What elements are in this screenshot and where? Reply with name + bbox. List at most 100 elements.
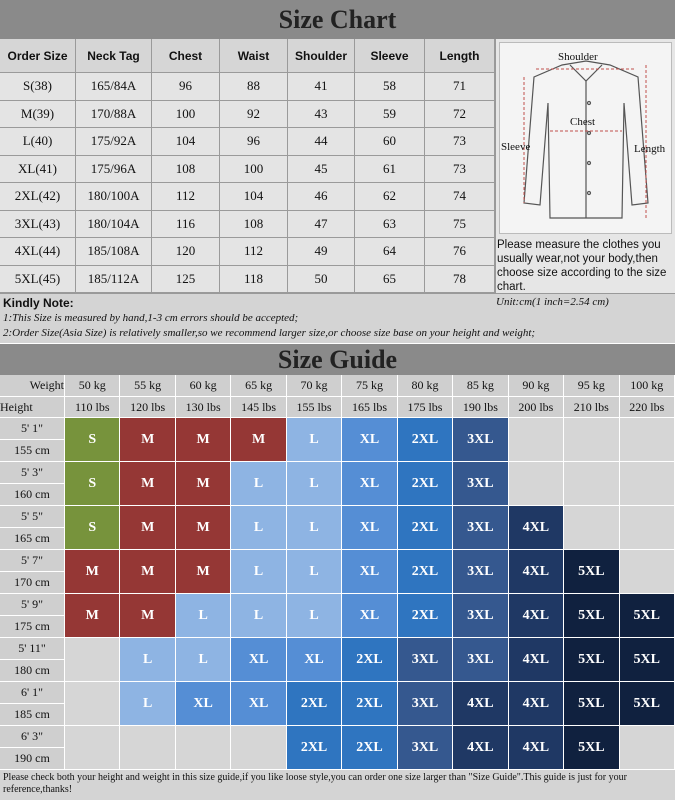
table-cell: 71 [425,73,495,101]
height-ft: 5' 1" [0,418,65,440]
footer-note: Please check both your height and weight… [0,770,675,800]
size-cell: L [286,418,343,462]
size-cell: L [286,550,343,594]
table-cell: 116 [152,210,220,238]
size-cell [231,726,287,770]
size-cell: XL [342,506,398,550]
weight-lbs: 130 lbs [175,397,232,418]
size-cell: M [175,550,232,594]
weight-kg: 80 kg [397,375,454,397]
size-cell: 5XL [564,594,620,638]
weight-lbs: 120 lbs [120,397,176,418]
weight-lbs: 210 lbs [564,397,620,418]
size-cell: 4XL [508,726,565,770]
size-cell: 3XL [453,638,509,682]
table-cell: 185/108A [76,238,152,266]
table-cell: 92 [220,100,288,128]
size-cell: L [231,594,287,638]
size-cell [619,418,675,462]
chest-label: Chest [570,116,596,128]
kindly-note-line: 1:This Size is measured by hand,1-3 cm e… [3,312,299,324]
size-cell: L [120,682,176,726]
height-cm: 155 cm [0,440,65,462]
size-cell: XL [231,682,287,726]
table-cell: 96 [152,73,220,101]
table-cell: 100 [220,155,288,183]
weight-kg: 75 kg [342,375,398,397]
weight-lbs: 220 lbs [619,397,675,418]
size-cell: 5XL [619,594,675,638]
size-cell: M [175,462,232,506]
table-cell: 180/104A [76,210,152,238]
size-cell: 2XL [342,638,398,682]
height-cm: 165 cm [0,528,65,550]
table-cell: 78 [425,265,495,293]
size-cell [619,726,675,770]
table-cell: 72 [425,100,495,128]
column-header: Order Size [0,39,76,73]
table-cell: 60 [355,128,425,156]
size-cell: 3XL [453,594,509,638]
size-cell: 4XL [508,638,565,682]
table-cell: 44 [288,128,355,156]
weight-kg: 50 kg [65,375,121,397]
table-cell: 74 [425,183,495,211]
height-ft: 6' 3" [0,726,65,748]
table-cell: 180/100A [76,183,152,211]
table-cell: 75 [425,210,495,238]
weight-lbs: 155 lbs [286,397,343,418]
weight-kg: 70 kg [286,375,343,397]
size-cell [508,418,565,462]
size-cell: 2XL [397,418,454,462]
size-cell [175,726,232,770]
column-header: Sleeve [355,39,425,73]
size-cell: 2XL [397,594,454,638]
table-cell: 96 [220,128,288,156]
size-cell: M [65,594,121,638]
table-cell: 170/88A [76,100,152,128]
weight-lbs: 200 lbs [508,397,565,418]
size-cell: 4XL [453,726,509,770]
size-cell: M [120,550,176,594]
size-cell: M [120,594,176,638]
column-header: Length [425,39,495,73]
size-cell: L [231,462,287,506]
size-cell: L [231,550,287,594]
kindly-note-line: 2:Order Size(Asia Size) is relatively sm… [3,327,536,339]
size-cell [564,506,620,550]
size-cell: M [120,418,176,462]
size-cell: M [65,550,121,594]
size-cell: 3XL [453,550,509,594]
size-cell: XL [342,418,398,462]
table-cell: 2XL(42) [0,183,76,211]
size-cell: 4XL [453,682,509,726]
weight-kg: 85 kg [453,375,509,397]
height-ft: 5' 7" [0,550,65,572]
kindly-note-title: Kindly Note: [3,296,74,310]
size-cell: XL [175,682,232,726]
weight-kg: 55 kg [120,375,176,397]
size-cell: 5XL [564,638,620,682]
height-cm: 190 cm [0,748,65,770]
size-cell: 4XL [508,506,565,550]
height-ft: 5' 3" [0,462,65,484]
size-cell [619,462,675,506]
weight-lbs: 110 lbs [65,397,121,418]
weight-label: Weight [0,375,65,397]
table-cell: 118 [220,265,288,293]
weight-kg: 65 kg [231,375,287,397]
size-cell [564,418,620,462]
height-label: Height [0,397,65,418]
size-cell [65,682,121,726]
size-cell: M [120,462,176,506]
size-cell [65,638,121,682]
size-cell: S [65,418,121,462]
size-cell: 4XL [508,682,565,726]
height-ft: 5' 11" [0,638,65,660]
table-cell: 58 [355,73,425,101]
table-cell: 175/96A [76,155,152,183]
table-cell: 43 [288,100,355,128]
shirt-drawing [523,60,649,219]
table-cell: 112 [152,183,220,211]
